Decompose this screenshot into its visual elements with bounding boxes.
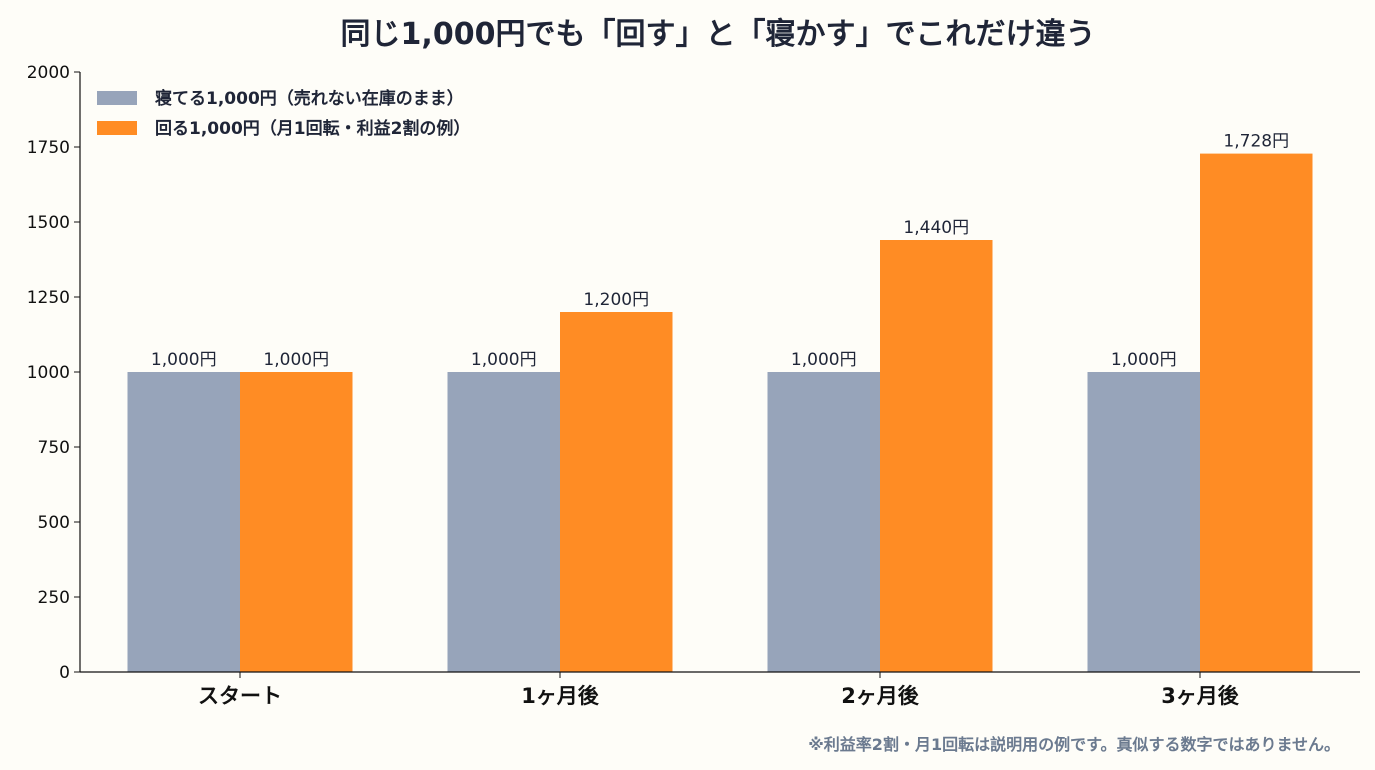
data-label-s1-2: 1,000円 bbox=[471, 350, 537, 370]
y-tick-label-1: 250 bbox=[38, 588, 70, 608]
bar-s2-1 bbox=[240, 372, 353, 672]
y-tick-label-6: 1500 bbox=[27, 213, 70, 233]
y-tick-label-7: 1750 bbox=[27, 138, 70, 158]
data-label-s1-1: 1,000円 bbox=[151, 350, 217, 370]
data-label-s2-2: 1,200円 bbox=[583, 290, 649, 310]
footnote: ※利益率2割・月1回転は説明用の例です。真似する数字ではありません。 bbox=[808, 735, 1340, 754]
data-label-s2-4: 1,728円 bbox=[1223, 132, 1289, 152]
bar-s1-4 bbox=[1087, 372, 1200, 672]
legend-swatch-2 bbox=[97, 121, 137, 135]
bar-s1-1 bbox=[127, 372, 240, 672]
legend-label-1: 寝てる1,000円（売れない在庫のまま） bbox=[155, 88, 464, 109]
y-tick-label-5: 1250 bbox=[27, 288, 70, 308]
bar-s1-2 bbox=[447, 372, 560, 672]
axes-layer: スタート 1ヶ月後 2ヶ月後 3ヶ月後 0 250 500 750 1000 1250 1500 17… bbox=[27, 63, 1360, 708]
x-tick-label-4: 3ヶ月後 bbox=[1161, 684, 1240, 708]
y-tick-label-8: 2000 bbox=[27, 63, 70, 83]
data-label-s2-3: 1,440円 bbox=[903, 218, 969, 238]
y-tick-label-2: 500 bbox=[38, 513, 70, 533]
legend-swatch-1 bbox=[97, 91, 137, 105]
x-tick-label-1: スタート bbox=[198, 684, 282, 708]
bar-s1-3 bbox=[767, 372, 880, 672]
data-label-s1-3: 1,000円 bbox=[791, 350, 857, 370]
x-tick-label-3: 2ヶ月後 bbox=[841, 684, 920, 708]
x-tick-label-2: 1ヶ月後 bbox=[521, 684, 600, 708]
y-tick-label-3: 750 bbox=[38, 438, 70, 458]
bar-s2-4 bbox=[1200, 153, 1313, 673]
bar-s2-2 bbox=[560, 312, 673, 672]
bars-layer bbox=[127, 153, 1313, 673]
data-label-s2-1: 1,000円 bbox=[263, 350, 329, 370]
chart-title: 同じ1,000円でも「回す」と「寝かす」でこれだけ違う bbox=[341, 17, 1096, 52]
legend-label-2: 回る1,000円（月1回転・利益2割の例） bbox=[155, 118, 470, 139]
y-tick-label-4: 1000 bbox=[27, 363, 70, 383]
bar-s2-3 bbox=[880, 240, 993, 672]
y-tick-label-0: 0 bbox=[59, 663, 70, 683]
data-labels-layer: 1,000円 1,000円 1,000円 1,200円 1,000円 1,440円 1,00… bbox=[151, 132, 1289, 370]
data-label-s1-4: 1,000円 bbox=[1111, 350, 1177, 370]
legend: 寝てる1,000円（売れない在庫のまま） 回る1,000円（月1回転・利益2割の例… bbox=[97, 88, 470, 139]
